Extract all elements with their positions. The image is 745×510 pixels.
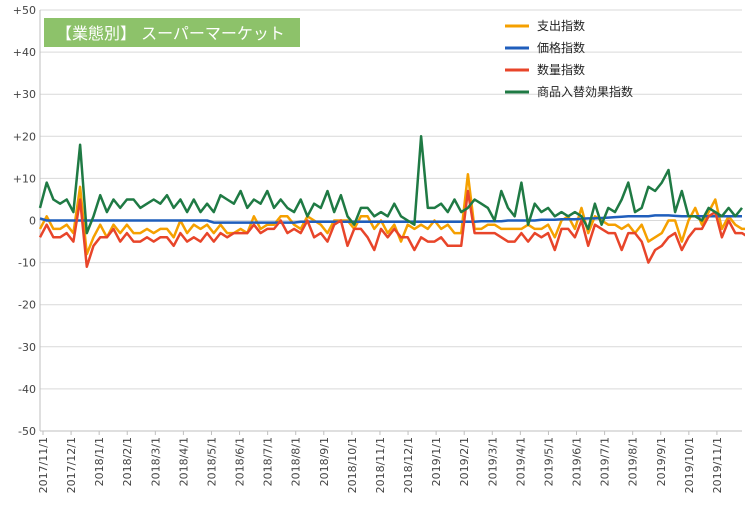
x-tick-label: 2018/12/1 xyxy=(402,437,415,493)
series-line xyxy=(39,214,742,224)
x-tick-label: 2018/3/1 xyxy=(149,437,162,486)
x-tick-label: 2019/5/1 xyxy=(542,437,555,486)
series-line xyxy=(38,135,743,235)
x-tick-label: 2019/6/1 xyxy=(571,437,584,486)
x-tick-label: 2019/8/1 xyxy=(627,437,640,486)
x-tick-label: 2018/10/1 xyxy=(346,437,359,493)
title-text: 【業態別】 スーパーマーケット xyxy=(56,24,285,43)
x-tick-label: 2019/7/1 xyxy=(599,437,612,486)
y-tick-label: +10 xyxy=(13,172,36,185)
x-tick-label: 2018/8/1 xyxy=(290,437,303,486)
x-tick-label: 2018/7/1 xyxy=(262,437,275,486)
y-axis-ticks: +50 +40 +30 +20 +10 0 -10 -20 -30 -40 -50 xyxy=(13,4,36,438)
y-tick-label: -30 xyxy=(18,341,36,354)
y-tick-label: 0 xyxy=(29,215,36,228)
y-tick-label: +40 xyxy=(13,46,36,59)
legend-label: 商品入替効果指数 xyxy=(537,84,633,99)
series-line xyxy=(38,172,745,256)
x-tick-label: 2019/11/1 xyxy=(711,437,724,493)
chart-title: 【業態別】 スーパーマーケット xyxy=(44,18,300,47)
x-tick-label: 2019/9/1 xyxy=(655,437,668,486)
x-tick-label: 2018/5/1 xyxy=(205,437,218,486)
series-lines xyxy=(38,135,745,269)
legend-label: 数量指数 xyxy=(537,62,585,77)
x-tick-label: 2018/11/1 xyxy=(374,437,387,493)
x-tick-label: 2019/3/1 xyxy=(486,437,499,486)
x-tick-label: 2019/1/1 xyxy=(430,437,443,486)
series-line xyxy=(38,189,745,269)
x-tick-label: 2019/2/1 xyxy=(458,437,471,486)
x-tick-label: 2018/2/1 xyxy=(121,437,134,486)
x-tick-label: 2017/12/1 xyxy=(65,437,78,493)
legend-label: 支出指数 xyxy=(537,18,585,33)
y-tick-label: +20 xyxy=(13,130,36,143)
y-tick-label: -50 xyxy=(18,425,36,438)
y-tick-label: +50 xyxy=(13,4,36,17)
x-tick-label: 2019/4/1 xyxy=(514,437,527,486)
y-tick-label: -40 xyxy=(18,383,36,396)
x-tick-label: 2019/10/1 xyxy=(683,437,696,493)
legend-label: 価格指数 xyxy=(537,40,585,55)
y-tick-label: -10 xyxy=(18,257,36,270)
y-tick-label: -20 xyxy=(18,299,36,312)
y-tick-label: +30 xyxy=(13,88,36,101)
x-tick-label: 2018/9/1 xyxy=(318,437,331,486)
x-tick-label: 2017/11/1 xyxy=(37,437,50,493)
x-tick-label: 2018/1/1 xyxy=(93,437,106,486)
title-box xyxy=(44,18,300,47)
x-axis-ticks: 2017/11/1 2017/12/1 2018/1/1 2018/2/1 2018/3… xyxy=(37,437,724,493)
x-tick-label: 2018/4/1 xyxy=(177,437,190,486)
x-tick-label: 2018/6/1 xyxy=(234,437,247,486)
